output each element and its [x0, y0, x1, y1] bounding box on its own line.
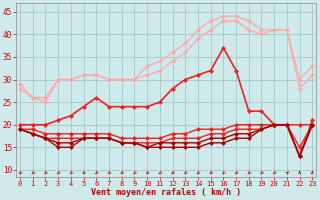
X-axis label: Vent moyen/en rafales ( km/h ): Vent moyen/en rafales ( km/h )	[91, 188, 241, 197]
